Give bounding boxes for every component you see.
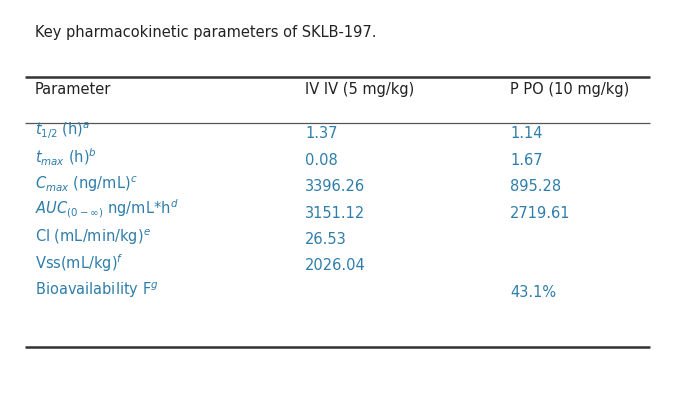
Text: 1.37: 1.37 [305, 126, 338, 141]
Text: 3151.12: 3151.12 [305, 205, 365, 220]
Text: 43.1%: 43.1% [510, 285, 556, 300]
Text: 26.53: 26.53 [305, 232, 347, 247]
Text: $t_{1/2}$ (h)$^{a}$: $t_{1/2}$ (h)$^{a}$ [35, 120, 90, 141]
Text: $C_{max}$ (ng/mL)$^{c}$: $C_{max}$ (ng/mL)$^{c}$ [35, 175, 138, 194]
Text: 2026.04: 2026.04 [305, 258, 366, 273]
Text: P PO (10 mg/kg): P PO (10 mg/kg) [510, 82, 629, 97]
Text: Cl (mL/min/kg)$^{e}$: Cl (mL/min/kg)$^{e}$ [35, 228, 151, 247]
Text: 3396.26: 3396.26 [305, 179, 365, 194]
Text: Bioavailability F$^{g}$: Bioavailability F$^{g}$ [35, 280, 159, 300]
Text: Key pharmacokinetic parameters of SKLB-197.: Key pharmacokinetic parameters of SKLB-1… [35, 25, 377, 40]
Text: 2719.61: 2719.61 [510, 205, 570, 220]
Text: 0.08: 0.08 [305, 152, 338, 167]
Text: 1.67: 1.67 [510, 152, 543, 167]
Text: Vss(mL/kg)$^{f}$: Vss(mL/kg)$^{f}$ [35, 252, 124, 273]
Text: Parameter: Parameter [35, 82, 111, 97]
Text: 895.28: 895.28 [510, 179, 561, 194]
Text: $t_{max}$ (h)$^{b}$: $t_{max}$ (h)$^{b}$ [35, 147, 97, 167]
Text: IV IV (5 mg/kg): IV IV (5 mg/kg) [305, 82, 414, 97]
Text: 1.14: 1.14 [510, 126, 543, 141]
Text: $AUC_{(0-\infty)}$ ng/mL*h$^{d}$: $AUC_{(0-\infty)}$ ng/mL*h$^{d}$ [35, 198, 179, 220]
